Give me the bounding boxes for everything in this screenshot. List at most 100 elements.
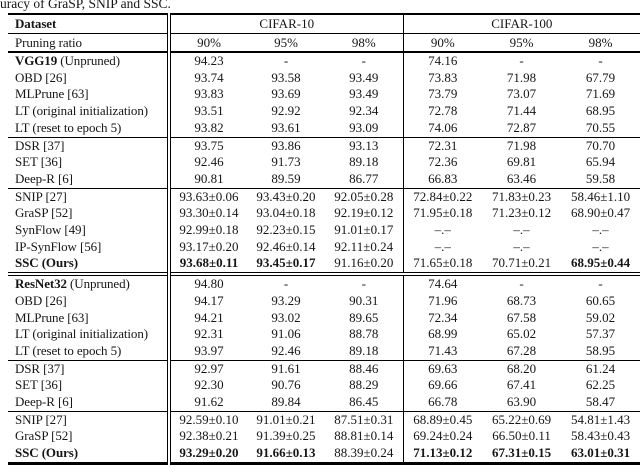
value-cell: 59.58 [585,170,616,186]
value-cell: 66.83 [402,170,483,189]
value-cell: 70.71±0.21 [491,255,552,271]
value-cell: 74.16 [402,52,483,70]
value-cell: 71.23±0.12 [491,205,552,221]
results-table: Dataset CIFAR-10 CIFAR-100 Pruning ratio… [8,13,640,465]
value-cell: 71.96 [402,292,483,310]
cifar10-group-header: CIFAR-10 [166,13,404,34]
value-cell: 93.58 [271,69,301,85]
table-row: SET [36] 92.46 91.73 89.18 72.36 69.81 65.94 [8,154,640,171]
table-row: DSR [37] 92.97 91.61 88.46 69.63 68.20 61.24 [8,359,640,378]
value-cell: 67.31±0.15 [482,445,562,465]
value-cell: 92.05±0.28 [325,187,404,206]
value-cell: 92.19±0.12 [334,205,394,221]
value-cell: 92.11±0.24 [334,238,394,254]
value-cell: 92.97 [167,359,247,378]
table-row: GraSP [52] 92.38±0.21 91.39±0.25 88.81±0.14… [8,428,640,446]
method-label: SynFlow [49] [15,222,86,238]
value-cell: 66.78 [402,394,483,412]
value-cell: - [482,272,562,293]
ratio-cifar100-98: 98% [561,33,640,53]
value-cell: 67.79 [585,69,616,85]
method-label: DSR [37] [8,359,169,378]
value-cell: 92.34 [349,103,379,119]
value-cell: 68.95 [585,103,616,119]
table-row: Deep-R [6] 90.81 89.59 86.77 66.83 63.46 59.58 [8,170,640,189]
table-row: GraSP [52] 93.30±0.14 93.04±0.18 92.19±0.12… [8,205,640,223]
value-cell: 67.41 [506,377,537,393]
value-cell: 60.65 [585,292,616,308]
value-cell: 68.20 [482,359,562,378]
value-cell: 92.30 [167,377,247,395]
ratio-cifar100-95: 95% [482,33,562,53]
value-cell: 73.79 [402,86,483,104]
pruning-ratio-row: Pruning ratio 90% 95% 98% 90% 95% 98% [8,33,640,53]
value-cell: 72.84±0.22 [402,187,483,206]
value-cell: 74.64 [402,272,483,293]
value-cell: 91.66±0.13 [247,445,325,465]
method-label: VGG19 (Unpruned) [15,53,120,68]
value-cell: –.– [513,222,530,238]
value-cell: 88.46 [325,359,404,378]
caption: uracy of GraSP, SNIP and SSC. [0,0,171,11]
value-cell: 91.16±0.20 [334,255,394,271]
value-cell: 88.81±0.14 [334,428,394,444]
value-cell: - [247,272,325,293]
value-cell: - [598,53,603,68]
value-cell: 92.99±0.18 [167,222,247,239]
method-label: OBD [26] [15,69,67,85]
value-cell: 93.49 [349,69,379,85]
table-body: VGG19 (Unpruned) 94.23- -74.16- - OBD [26] 93… [8,52,640,465]
value-cell: 92.31 [167,326,247,343]
value-cell: 58.95 [585,342,616,358]
value-cell: 71.98 [482,136,562,155]
value-cell: 88.78 [349,326,379,342]
method-label: SSC (Ours) [8,445,169,465]
ratio-cifar100-90: 90% [402,33,483,53]
pruning-ratio-header: Pruning ratio [8,33,169,53]
value-cell: 58.46±1.10 [561,187,640,206]
value-cell: 93.69 [271,86,301,102]
value-cell: 69.24±0.24 [402,428,483,446]
table-row: VGG19 (Unpruned) 94.23 - - 74.16 - - [8,52,640,70]
value-cell: 93.63±0.06 [167,187,247,206]
table-row: Deep-R [6] 91.62 89.84 86.45 66.78 63.90 58.47 [8,394,640,412]
value-cell: 93.82 [167,119,247,138]
value-cell: 54.81±1.43 [561,410,640,429]
value-cell: 93.30±0.14 [167,205,247,223]
method-label: SET [36] [15,154,62,170]
method-label: SNIP [27] [8,410,169,429]
dataset-header: Dataset [8,13,169,34]
value-cell: 92.23±0.15 [256,222,316,238]
table-row: IP-SynFlow [56] 93.17±0.20 92.46±0.14 92.11… [8,238,640,256]
table-row: LT (reset to epoch 5) 93.82 93.61 93.09 74.0… [8,119,640,138]
value-cell: 62.25 [585,377,616,393]
value-cell: 86.45 [349,394,379,410]
value-cell: 88.39±0.24 [325,445,404,465]
value-cell: 65.94 [585,154,616,170]
value-cell: 65.02 [506,326,537,342]
method-label: ResNet32 (Unpruned) [8,272,169,293]
value-cell: 93.86 [247,136,325,155]
value-cell: 57.37 [585,326,616,342]
value-cell: 87.51±0.31 [325,410,404,429]
value-cell: 73.83 [402,69,483,87]
value-cell: 93.29±0.20 [167,445,247,465]
value-cell: 63.01±0.31 [561,445,640,465]
value-cell: 68.89±0.45 [402,410,483,429]
value-cell: 58.47 [585,394,616,410]
value-cell: 93.45±0.17 [256,255,316,271]
table-row: ResNet32 (Unpruned) 94.80- -74.64- - [8,272,640,293]
value-cell: 67.58 [506,309,537,325]
ratio-cifar10-90: 90% [167,33,247,53]
value-cell: 90.31 [349,292,379,308]
value-cell: - [561,272,640,293]
value-cell: 93.29 [271,292,301,308]
value-cell: 93.17±0.20 [167,238,247,256]
method-label: GraSP [52] [15,205,73,221]
value-cell: 63.46 [506,170,537,186]
value-cell: –.– [402,222,483,239]
cifar100-group-header: CIFAR-100 [402,13,640,34]
value-cell: 73.07 [506,86,537,102]
value-cell: 71.44 [506,103,537,119]
